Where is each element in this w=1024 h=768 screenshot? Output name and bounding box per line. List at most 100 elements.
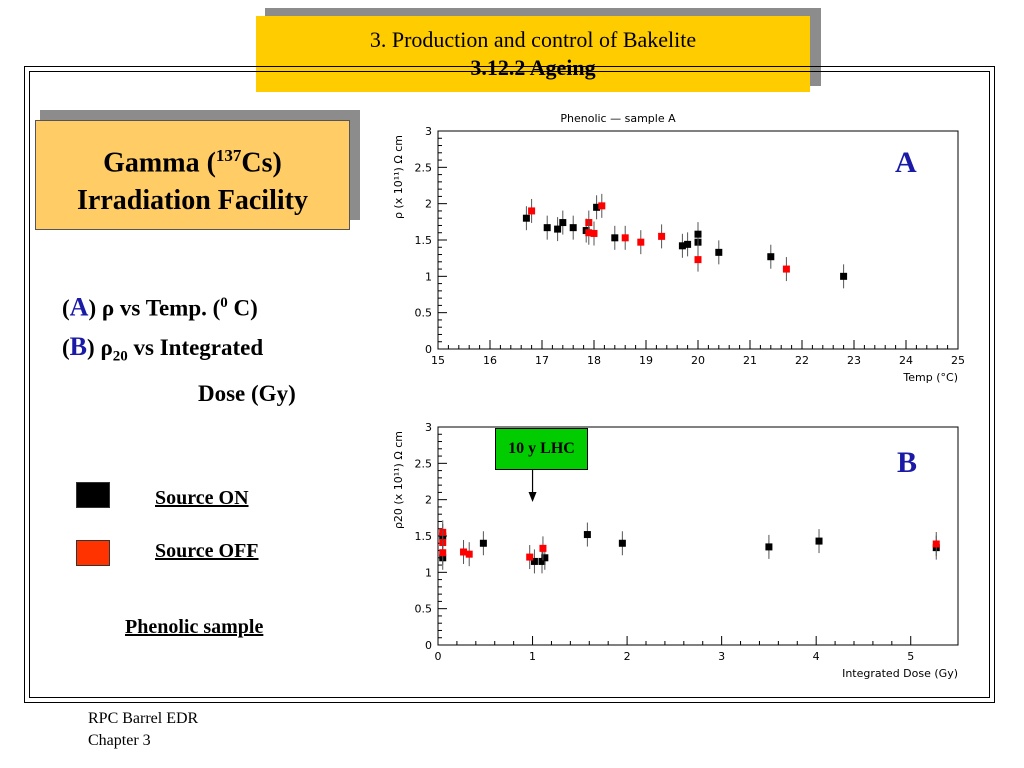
x-tick-label: 5 bbox=[907, 650, 914, 663]
box-line-1: Gamma (137Cs) bbox=[103, 146, 282, 179]
data-point-source-off bbox=[465, 550, 473, 558]
x-tick-label: 15 bbox=[431, 354, 445, 367]
desc-b-line2: Dose (Gy) bbox=[198, 381, 296, 407]
y-tick-label: 3 bbox=[425, 421, 432, 434]
data-point-source-on bbox=[715, 248, 723, 256]
footer-line-1: RPC Barrel EDR bbox=[88, 710, 199, 727]
data-point-source-off bbox=[526, 553, 534, 561]
data-point-source-on bbox=[815, 537, 823, 545]
data-point-source-on bbox=[840, 272, 848, 280]
desc-a-letter: A bbox=[69, 292, 89, 322]
source-off-swatch bbox=[76, 540, 110, 566]
source-off-label: Source OFF bbox=[155, 540, 259, 562]
data-point-source-on bbox=[694, 230, 702, 238]
x-tick-label: 4 bbox=[813, 650, 820, 663]
data-point-source-on bbox=[765, 543, 773, 551]
plot-descriptions: (A) ρ vs Temp. (0 C) (B) ρ20 vs Integrat… bbox=[62, 284, 296, 413]
desc-b: (B) ρ20 vs Integrated bbox=[62, 331, 264, 365]
y-axis-label: ρ (x 10¹¹) Ω cm bbox=[392, 135, 405, 219]
x-tick-label: 2 bbox=[624, 650, 631, 663]
x-tick-label: 17 bbox=[535, 354, 549, 367]
y-tick-label: 2.5 bbox=[415, 161, 433, 174]
data-point-source-on bbox=[611, 234, 619, 242]
data-point-source-on bbox=[538, 557, 546, 565]
data-point-source-on bbox=[479, 539, 487, 547]
panel-label-b: B bbox=[897, 446, 918, 479]
y-tick-label: 2 bbox=[425, 198, 432, 211]
y-tick-label: 0.5 bbox=[415, 307, 433, 320]
data-point-source-on bbox=[559, 219, 567, 227]
y-tick-label: 1.5 bbox=[415, 530, 433, 543]
footer: RPC Barrel EDR Chapter 3 bbox=[88, 708, 198, 752]
data-point-source-off bbox=[439, 549, 447, 557]
box-superscript: 137 bbox=[215, 146, 242, 165]
panel-label-a: A bbox=[895, 146, 917, 179]
desc-b-letter: B bbox=[69, 331, 88, 361]
data-point-source-off bbox=[539, 544, 547, 552]
x-tick-label: 23 bbox=[847, 354, 861, 367]
y-tick-label: 2 bbox=[425, 494, 432, 507]
data-point-source-on bbox=[554, 225, 562, 233]
x-axis-label: Temp (°C) bbox=[902, 371, 958, 384]
data-point-source-off bbox=[528, 207, 536, 215]
data-point-source-on bbox=[684, 240, 692, 248]
x-tick-label: 18 bbox=[587, 354, 601, 367]
x-tick-label: 16 bbox=[483, 354, 497, 367]
y-tick-label: 0 bbox=[425, 639, 432, 652]
data-point-source-on bbox=[543, 224, 551, 232]
data-point-source-off bbox=[658, 232, 666, 240]
chart-b: 0 1 2 3 4 5 0 0.5 1 1.5 2 2.5 3 Integrated Dose (Gy) ρ… bbox=[392, 421, 959, 680]
data-point-source-off bbox=[598, 202, 606, 210]
irradiation-facility-box: Gamma (137Cs) Irradiation Facility bbox=[35, 120, 350, 230]
x-tick-label: 19 bbox=[639, 354, 653, 367]
data-point-source-off bbox=[590, 229, 598, 237]
y-tick-label: 2.5 bbox=[415, 457, 433, 470]
data-point-source-off bbox=[782, 265, 790, 273]
y-tick-label: 0.5 bbox=[415, 603, 433, 616]
slide-title: 3. Production and control of Bakelite 3.… bbox=[256, 16, 810, 92]
title-line-1: 3. Production and control of Bakelite bbox=[369, 27, 697, 52]
data-point-source-off bbox=[932, 540, 940, 548]
annotation-10y-lhc: 10 y LHC bbox=[495, 428, 588, 470]
x-axis-label: Integrated Dose (Gy) bbox=[842, 667, 958, 680]
chart-title: Phenolic — sample A bbox=[560, 112, 676, 125]
data-point-source-on bbox=[569, 224, 577, 232]
data-point-source-off bbox=[460, 548, 468, 556]
x-tick-label: 22 bbox=[795, 354, 809, 367]
data-point-source-on bbox=[541, 554, 549, 562]
y-tick-label: 0 bbox=[425, 343, 432, 356]
x-tick-label: 21 bbox=[743, 354, 757, 367]
data-point-source-on bbox=[618, 539, 626, 547]
y-axis-label: ρ20 (x 10¹¹) Ω cm bbox=[392, 431, 405, 529]
y-tick-label: 1 bbox=[425, 270, 432, 283]
x-tick-label: 25 bbox=[951, 354, 965, 367]
source-on-label: Source ON bbox=[155, 487, 249, 509]
data-point-source-on bbox=[522, 214, 530, 222]
data-point-source-on bbox=[583, 531, 591, 539]
x-tick-label: 1 bbox=[529, 650, 536, 663]
content-frame-inner bbox=[29, 71, 990, 698]
annotation-arrow-head bbox=[528, 492, 537, 502]
data-point-source-on bbox=[530, 557, 538, 565]
y-tick-label: 1 bbox=[425, 566, 432, 579]
x-tick-label: 3 bbox=[718, 650, 725, 663]
sample-label: Phenolic sample bbox=[125, 616, 264, 638]
data-point-source-on bbox=[593, 203, 601, 211]
x-tick-label: 24 bbox=[899, 354, 913, 367]
footer-line-2: Chapter 3 bbox=[88, 732, 151, 749]
chart-a: 15 16 17 18 19 20 21 22 23 24 25 0 0.5 1 1.5 2 2.5 3 Pheno… bbox=[392, 112, 965, 384]
x-tick-label: 20 bbox=[691, 354, 705, 367]
box-line-2: Irradiation Facility bbox=[77, 185, 308, 217]
data-point-source-off bbox=[694, 256, 702, 264]
y-tick-label: 3 bbox=[425, 125, 432, 138]
data-point-source-off bbox=[637, 238, 645, 246]
y-tick-label: 1.5 bbox=[415, 234, 433, 247]
x-tick-label: 0 bbox=[435, 650, 442, 663]
data-point-source-on bbox=[767, 253, 775, 261]
desc-a: (A) ρ vs Temp. (0 C) bbox=[62, 292, 258, 322]
title-line-2: 3.12.2 Ageing bbox=[470, 55, 596, 80]
data-point-source-off bbox=[585, 229, 593, 237]
data-point-source-on bbox=[678, 242, 686, 250]
source-on-swatch bbox=[76, 482, 110, 508]
content-frame-outer bbox=[24, 66, 995, 703]
